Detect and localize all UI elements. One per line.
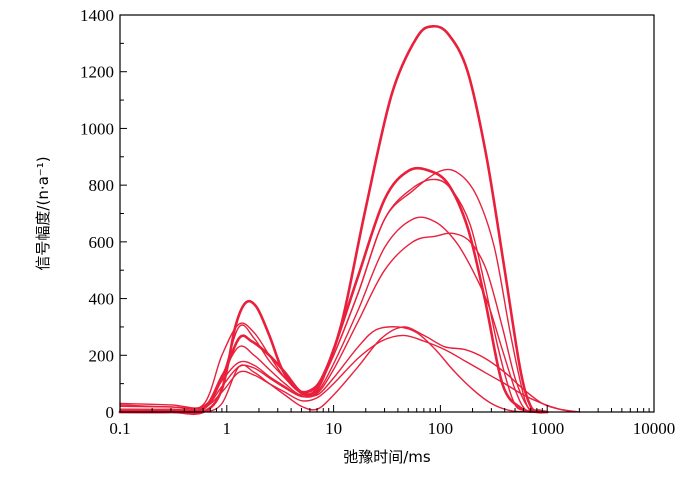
y-tick-label: 1200 bbox=[80, 63, 114, 82]
y-tick-label: 800 bbox=[89, 176, 115, 195]
y-tick-label: 200 bbox=[89, 346, 115, 365]
x-axis-ticks: 0.1 1 10 100 1000 10000 bbox=[109, 405, 675, 438]
x-tick-label: 10000 bbox=[633, 419, 676, 438]
series-line-2 bbox=[118, 166, 549, 414]
plot-area: 0.1 1 10 100 1000 10000 0 200 400 600 800 1000 1200… bbox=[80, 6, 675, 438]
series-layer bbox=[118, 24, 581, 415]
y-tick-label: 0 bbox=[106, 403, 115, 422]
series-line-1 bbox=[118, 24, 549, 415]
series-line-9 bbox=[119, 326, 581, 414]
x-axis-title: 弛豫时间/ms bbox=[343, 448, 431, 466]
series-line-6 bbox=[119, 232, 538, 413]
y-tick-label: 1400 bbox=[80, 6, 114, 25]
x-tick-label: 100 bbox=[428, 419, 454, 438]
y-axis-title: 信号幅度/(n·a⁻¹) bbox=[34, 156, 52, 270]
x-tick-label: 1 bbox=[223, 419, 232, 438]
series-line-7 bbox=[119, 324, 532, 413]
x-tick-label: 1000 bbox=[530, 419, 564, 438]
y-tick-label: 400 bbox=[89, 290, 115, 309]
series-line-5 bbox=[119, 216, 538, 413]
y-tick-label: 600 bbox=[89, 233, 115, 252]
x-tick-label: 10 bbox=[325, 419, 342, 438]
y-tick-label: 1000 bbox=[80, 119, 114, 138]
y-axis-ticks: 0 200 400 600 800 1000 1200 1400 bbox=[80, 6, 127, 422]
series-line-4 bbox=[119, 168, 532, 413]
x-tick-label: 0.1 bbox=[109, 419, 130, 438]
